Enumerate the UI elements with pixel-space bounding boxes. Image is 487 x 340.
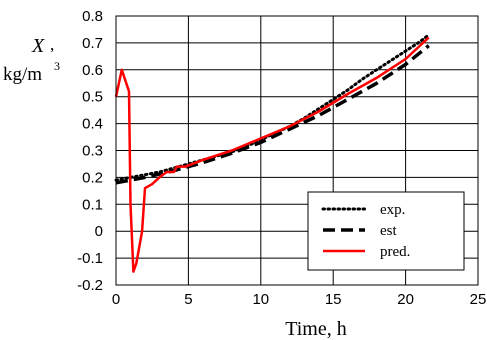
legend-label-exp: exp.	[380, 202, 405, 218]
series-line-exp	[114, 33, 431, 182]
legend-label-est: est	[380, 223, 397, 239]
x-tick-label: 0	[112, 291, 120, 308]
y-tick-label: 0.8	[82, 8, 103, 25]
y-tick-label: -0.2	[77, 277, 103, 294]
y-axis-label: X , kg/m 3	[3, 35, 60, 85]
y-axis-unit: kg/m	[3, 64, 42, 85]
y-tick-label: 0.3	[82, 143, 103, 160]
x-tick-label: 20	[397, 291, 414, 308]
legend-label-pred: pred.	[380, 244, 410, 260]
y-tick-label: 0.1	[82, 196, 103, 213]
y-axis-separator: ,	[50, 35, 54, 54]
y-axis-symbol: X	[31, 35, 45, 57]
legend: exp. est pred.	[307, 191, 465, 271]
x-axis-label: Time, h	[285, 318, 347, 340]
x-tick-label: 15	[325, 291, 342, 308]
x-tick-label: 25	[470, 291, 487, 308]
series-line-pred	[114, 36, 430, 273]
y-tick-label: 0.6	[82, 62, 103, 79]
y-tick-label: 0.4	[82, 116, 103, 133]
tick-labels: 0 5 10 15 20 25 -0.2 -0.1 0 0.1 0.2 0.3 0.4 0.5 0.6 0.7…	[77, 8, 486, 308]
y-axis-unit-exponent: 3	[54, 59, 60, 73]
plot-frame	[115, 15, 479, 286]
x-tick-label: 10	[252, 291, 269, 308]
y-tick-label: 0	[95, 223, 103, 240]
y-tick-label: -0.1	[77, 250, 103, 267]
y-tick-label: 0.2	[82, 169, 103, 186]
y-tick-label: 0.5	[82, 89, 103, 106]
x-tick-label: 5	[184, 291, 192, 308]
y-tick-label: 0.7	[82, 35, 103, 52]
series-layer	[114, 33, 431, 273]
